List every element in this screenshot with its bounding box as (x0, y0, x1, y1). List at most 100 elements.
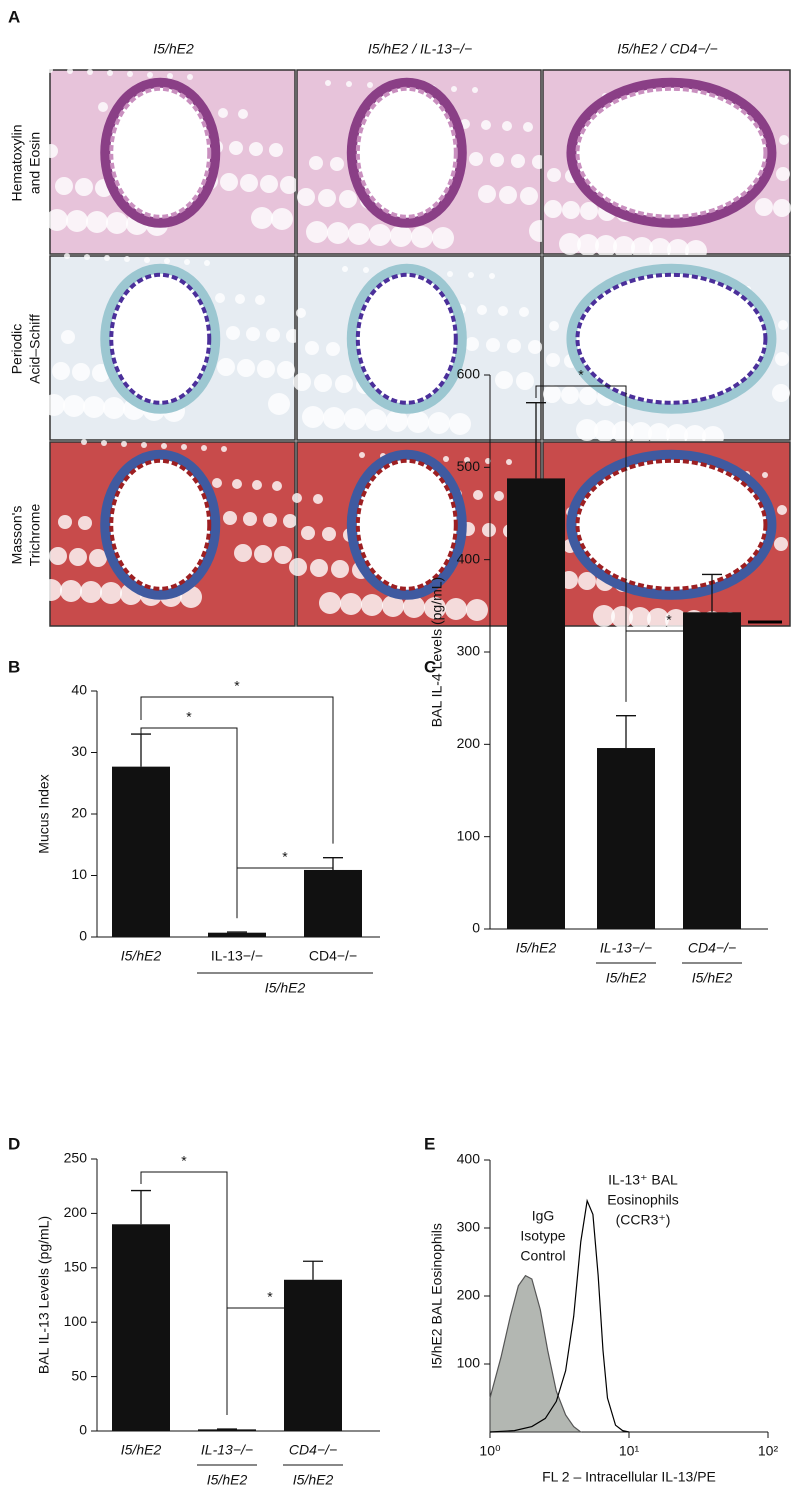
tissue (327, 222, 349, 244)
tissue (147, 72, 153, 78)
airway-lining (575, 86, 768, 219)
tissue (226, 326, 240, 340)
tissue (449, 413, 471, 435)
tissue (365, 409, 387, 431)
tissue (212, 478, 222, 488)
significance-label: * (282, 849, 288, 865)
tissue (167, 73, 173, 79)
tissue (217, 358, 235, 376)
y-tick-label: 100 (457, 1355, 481, 1371)
tissue (103, 397, 125, 419)
tissue (266, 328, 280, 342)
tissue (55, 177, 73, 195)
tissue (306, 221, 328, 243)
y-tick-label: 0 (79, 1422, 87, 1438)
histogram (489, 1274, 583, 1433)
error-bar (616, 715, 636, 749)
tissue (106, 212, 128, 234)
tissue (322, 527, 336, 541)
significance-bracket (226, 1307, 314, 1416)
x-tick-label: IL-13−/− (211, 948, 263, 964)
tissue (310, 559, 328, 577)
tissue (495, 371, 513, 389)
tissue (81, 439, 87, 445)
bar (112, 766, 170, 937)
airway (100, 77, 221, 228)
tissue (323, 407, 345, 429)
y-axis-label: BAL IL-13 Levels (pg/mL) (36, 1216, 52, 1374)
tissue (477, 305, 487, 315)
significance-bracket (535, 385, 627, 702)
tissue (779, 135, 789, 145)
tissue (775, 352, 789, 366)
airway (566, 77, 777, 228)
tissue (543, 385, 561, 403)
significance-label: * (181, 1153, 187, 1169)
tissue (257, 360, 275, 378)
tissue (268, 393, 290, 415)
y-axis-label: Mucus Index (36, 774, 52, 853)
tissue (100, 582, 122, 604)
y-tick-label: 0 (79, 928, 87, 944)
tissue (277, 361, 295, 379)
error-bar (303, 1260, 323, 1280)
tissue (489, 273, 495, 279)
x-tick-sublabel: I5/hE2 (293, 1472, 334, 1488)
tissue (63, 395, 85, 417)
airway-lining (575, 458, 768, 591)
tissue (520, 187, 538, 205)
y-tick-label: 0 (472, 920, 480, 936)
tissue (237, 359, 255, 377)
tissue (481, 120, 491, 130)
tissue (223, 511, 237, 525)
tissue (528, 340, 542, 354)
tissue (89, 549, 107, 567)
bar (198, 1429, 256, 1431)
tissue (473, 490, 483, 500)
x-tick-label: I5/hE2 (121, 948, 162, 964)
tissue (221, 446, 227, 452)
tissue (774, 537, 788, 551)
x-tick-label: I5/hE2 (121, 1442, 162, 1458)
tissue (84, 254, 90, 260)
tissue (469, 152, 483, 166)
tissue (272, 481, 282, 491)
y-tick-label: 400 (457, 550, 481, 566)
tissue (80, 581, 102, 603)
tissue (466, 599, 488, 621)
bar (112, 1224, 170, 1431)
tissue (432, 227, 454, 249)
tissue (297, 188, 315, 206)
tissue (478, 185, 496, 203)
x-tick-label: CD4−/− (688, 940, 736, 956)
series-label: Isotype (520, 1228, 565, 1244)
tissue (451, 86, 457, 92)
tissue (69, 548, 87, 566)
tissue (579, 387, 597, 405)
airway (346, 263, 467, 414)
tissue (544, 200, 562, 218)
bar (683, 612, 741, 929)
tissue (611, 606, 633, 628)
column-header: I5/hE2 (153, 41, 194, 57)
tissue (486, 338, 500, 352)
tissue (507, 339, 521, 353)
tissue (340, 593, 362, 615)
tissue (386, 410, 408, 432)
tissue (403, 596, 425, 618)
x-axis-label: FL 2 – Intracellular IL-13/PE (542, 1469, 716, 1485)
tissue (593, 605, 615, 627)
x-tick-label: IL-13−/− (201, 1442, 253, 1458)
tissue (490, 153, 504, 167)
bar (304, 869, 362, 937)
y-tick-label: 200 (457, 735, 481, 751)
tissue (124, 256, 130, 262)
airway (346, 77, 467, 228)
significance-bracket (236, 867, 334, 919)
x-tick-label: CD4−/− (289, 1442, 337, 1458)
row-label: Masson's (9, 506, 25, 565)
row-label: Periodic (9, 324, 25, 375)
tissue (104, 255, 110, 261)
tissue (86, 211, 108, 233)
tissue (631, 237, 653, 259)
